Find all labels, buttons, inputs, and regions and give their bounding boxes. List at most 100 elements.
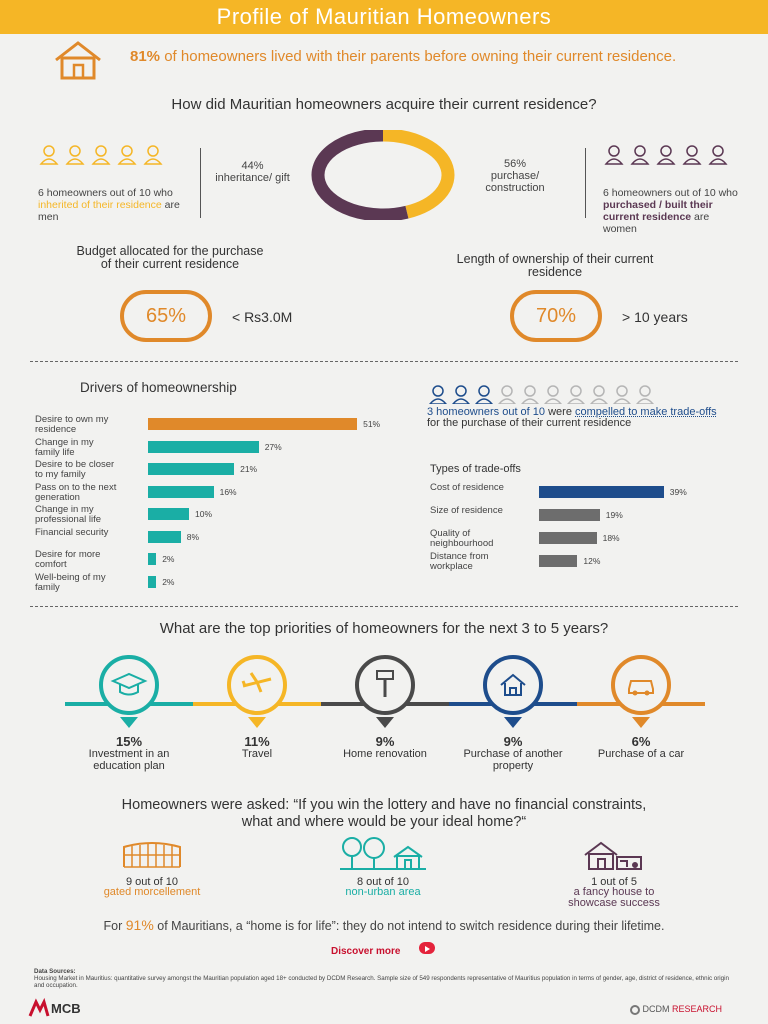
drivers-title: Drivers of homeownership [80,380,237,395]
priority-pct: 9% [375,734,395,749]
trees-house-icon [338,835,428,871]
priority-label: Travel [241,748,273,760]
budget-pct: 65% [145,305,187,327]
ownership-label: > 10 years [622,309,688,325]
divider-dash-1 [30,361,738,362]
person-icon [143,145,163,165]
person-icon [656,145,676,165]
men-stat: 6 homeowners out of 10 who inherited of … [38,187,183,223]
women-stat-c: are women [603,211,710,235]
lottery-question-2: what and where would be your ideal home?… [241,814,527,830]
fancy-house-icon [583,841,645,871]
acquisition-donut [308,128,458,222]
men-icons [38,144,168,166]
person-icon [566,385,586,405]
tradeoff-lead-b: were [548,406,572,418]
home-for-life-pct: 91% [125,917,154,933]
budget-label: < Rs3.0M [232,309,293,325]
person-icon [520,385,540,405]
bar-label: Change in my professional life [35,504,102,525]
tradeoff-lead: 3 homeowners out of 10 were compelled to… [427,407,727,429]
ownership-pct: 70% [535,305,577,327]
donut-slice-purchase [311,128,409,222]
house-icon [483,655,543,715]
donut-slice-gift [382,128,455,219]
person-icon [708,145,728,165]
paint-roller-icon [355,655,415,715]
person-icon [589,385,609,405]
bar-value: 39% [669,487,687,497]
lottery-stat-number: 1 out of 5 [591,876,637,888]
purchase-text: purchase/ construction [485,170,545,194]
bar [539,509,600,521]
lottery-stat-number: 8 out of 10 [357,876,409,888]
tradeoff-icons [427,384,667,405]
men-stat-c: are men [38,199,180,223]
airplane-icon [227,655,287,715]
home-for-life-text: of Mauritians, a “home is for life”: the… [157,919,665,933]
priority-label: Investment in an education plan [88,748,170,772]
dcdm-logo: DCDM RESEARCH [630,1004,750,1018]
priority-pct: 11% [244,734,270,749]
tradeoff-lead-a: 3 homeowners out of 10 [427,406,546,418]
graduation-cap-icon [99,655,159,715]
men-stat-b: inherited of their residence [38,199,162,211]
bar [148,508,189,520]
gift-label: 44% inheritance/ gift [215,160,290,184]
mcb-logo: MCB [28,998,98,1020]
acquire-question: How did Mauritian homeowners acquire the… [171,96,597,113]
priorities-row: 15% Investment in an education plan 11% Tra… [0,650,768,780]
person-icon [65,145,85,165]
person-icon [117,145,137,165]
bar-label: Quality of neighbourhood [430,528,494,549]
mcb-logo-text: MCB [51,1001,81,1016]
person-icon [604,145,624,165]
dcdm-text: DCDM [642,1004,670,1014]
data-sources: Data Sources: Housing Market in Mauritiu… [34,968,734,989]
bar-value: 19% [605,510,623,520]
bar-value: 10% [195,509,213,519]
person-icon [474,385,494,405]
down-triangle-icon [248,717,266,728]
divider-right [585,148,586,218]
women-stat-a: 6 homeowners out of 10 who [603,187,738,199]
bar-label: Cost of residence [430,482,504,493]
bar-label: Desire to own my residence [35,414,109,435]
discover-more-label: Discover more [331,946,401,957]
purchase-pct: 56% [503,158,527,170]
gift-pct: 44% [241,160,264,172]
bar [148,530,181,543]
play-icon [419,942,435,954]
bar-label: Change in my family life [35,436,94,458]
tradeoff-lead-d: for the purchase of their current reside… [427,417,632,429]
dcdm-mark [630,1004,640,1015]
bar-label: Financial security [35,526,109,538]
priority-label: Home renovation [343,748,427,760]
person-icon [635,385,655,405]
bar [148,553,157,565]
bar-value: 2% [162,554,175,564]
bar-value: 2% [162,576,175,587]
ownership-circle: 70% [510,290,602,342]
down-triangle-icon [504,717,522,728]
bar-value: 27% [264,441,282,452]
ownership-title: Length of ownership of their current res… [456,252,654,279]
bar-value: 51% [363,419,381,429]
bar [148,418,358,430]
person-icon [428,385,448,405]
bar-label: Desire to be closer to my family [35,459,115,480]
discover-more-link[interactable]: Discover more [331,941,441,957]
person-icon [91,145,111,165]
women-stat-b: purchased / built their current residenc… [603,199,713,223]
bar-value: 8% [186,531,200,542]
bar [148,575,157,588]
down-triangle-icon [632,717,650,728]
bar-label: Desire for more comfort [35,549,101,570]
lottery-stat-label: gated morcellement [103,886,201,898]
page-title: Profile of Mauritian Homeowners [0,0,768,34]
lottery-question-1: Homeowners were asked: “If you win the l… [121,797,647,813]
budget-title: Budget allocated for the purchase of the… [76,244,264,271]
person-icon [497,385,517,405]
down-triangle-icon [120,717,138,728]
bar [148,440,259,453]
